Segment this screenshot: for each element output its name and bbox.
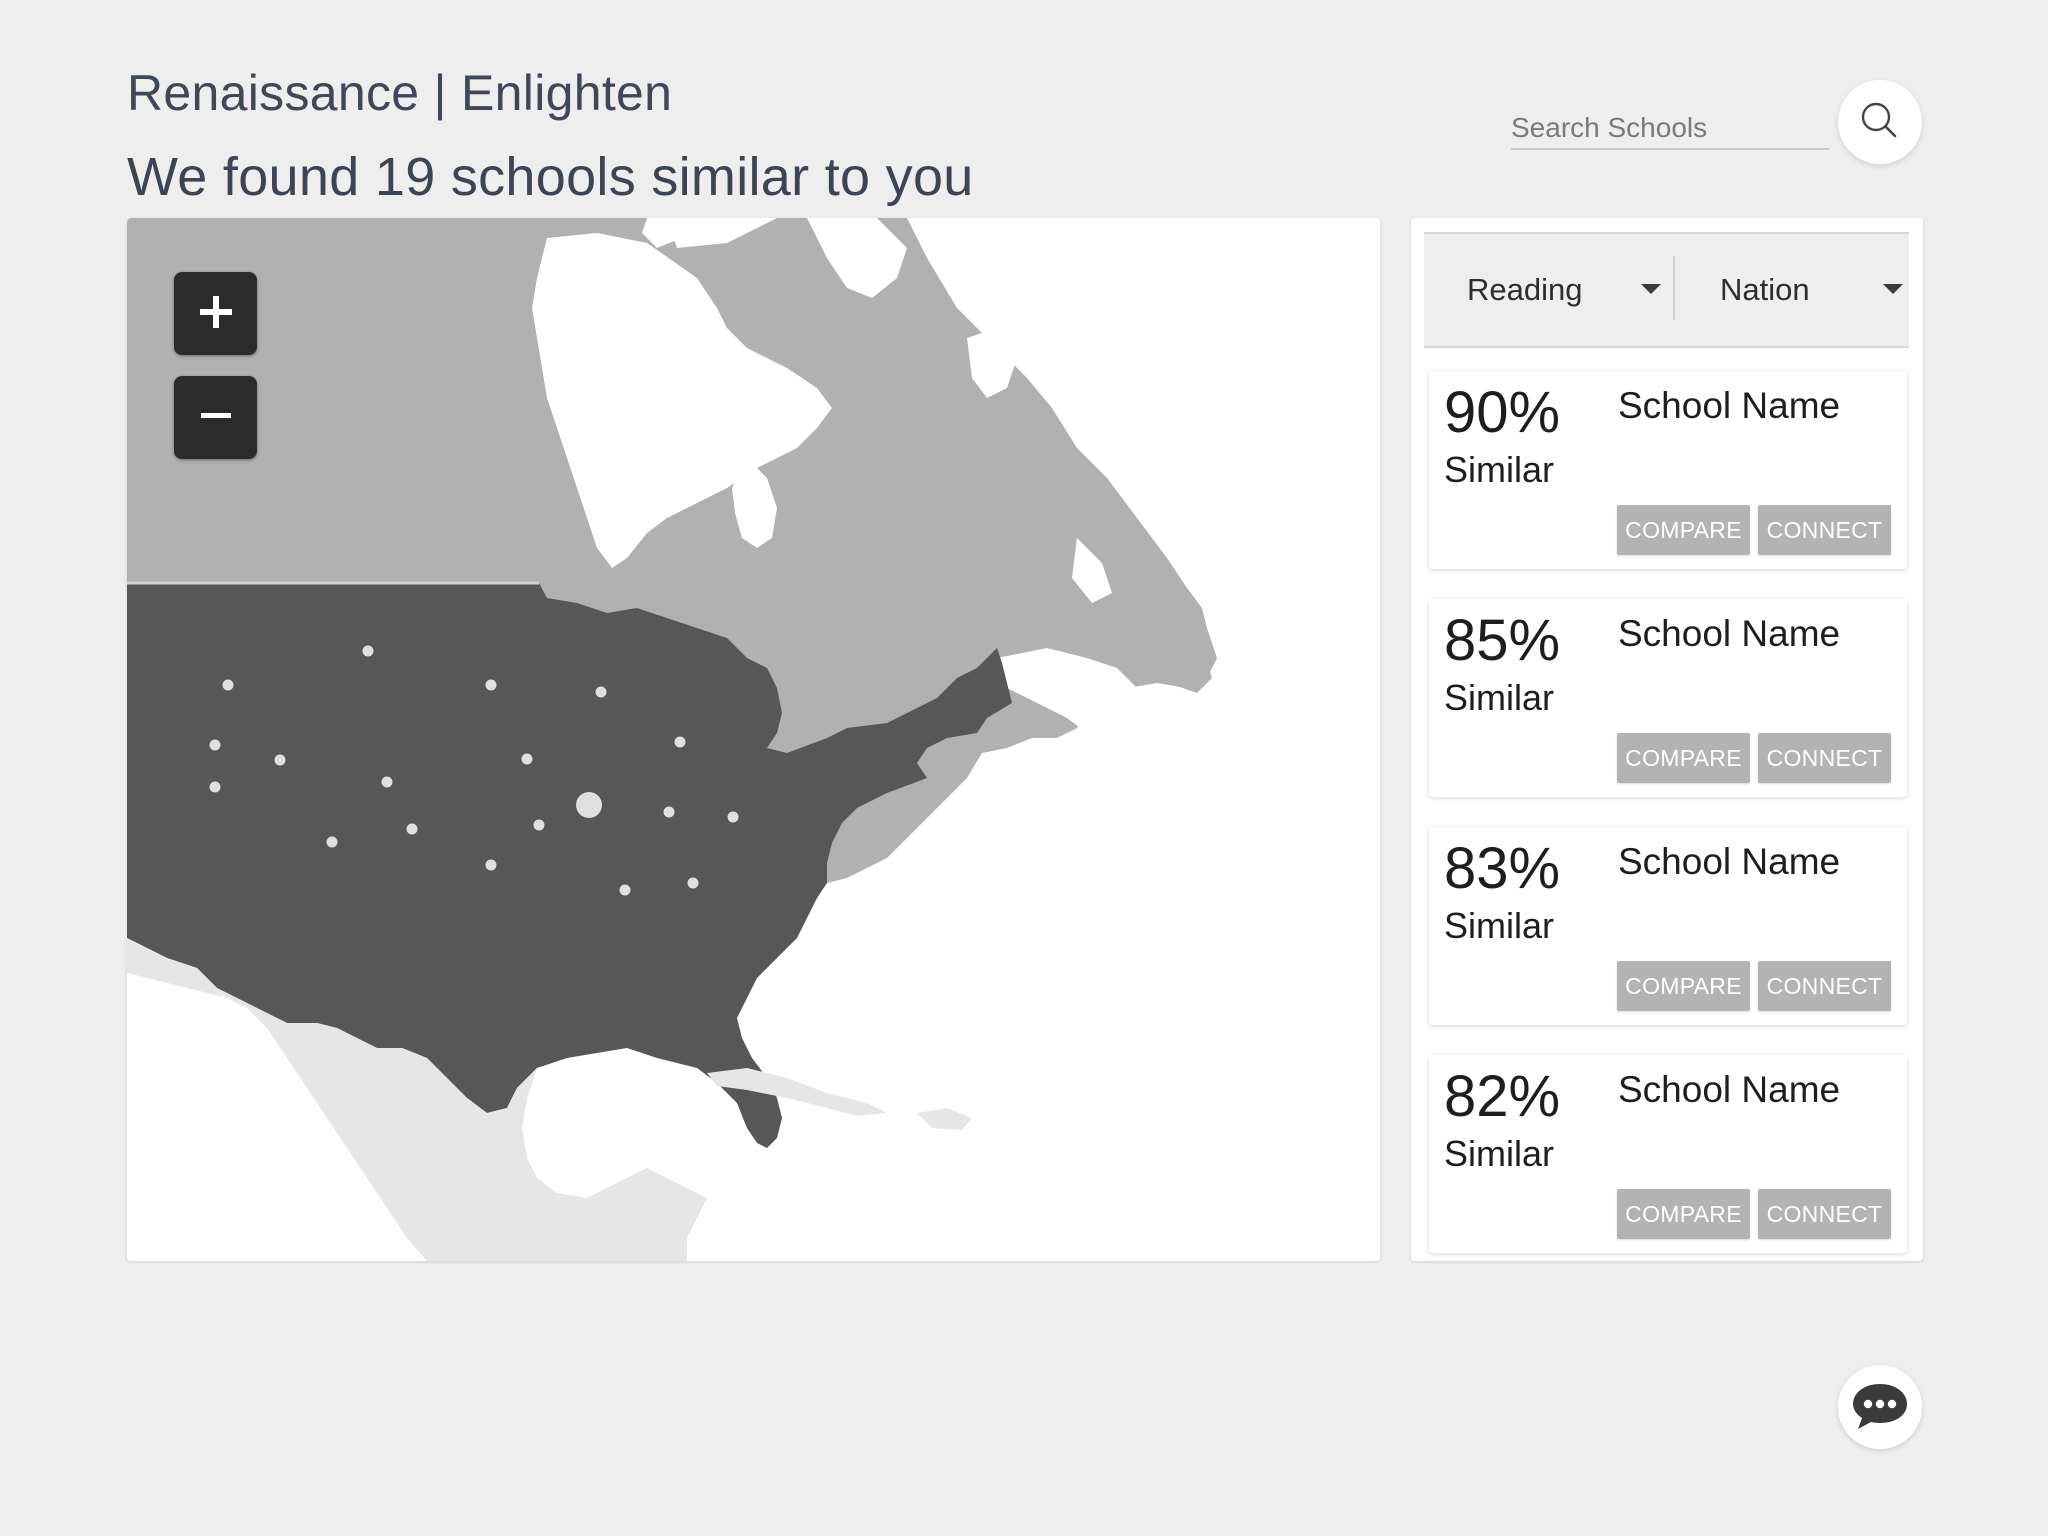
filter-divider xyxy=(1673,256,1675,320)
usa-region xyxy=(127,583,1012,1148)
zoom-out-button[interactable] xyxy=(174,376,257,459)
school-marker[interactable] xyxy=(619,884,631,896)
school-marker[interactable] xyxy=(274,754,286,766)
similarity-percent: 82% xyxy=(1444,1064,1561,1129)
search-bar xyxy=(1511,80,1831,150)
subject-dropdown[interactable]: Reading xyxy=(1467,234,1667,346)
compare-button[interactable]: COMPARE xyxy=(1617,505,1750,555)
school-marker[interactable] xyxy=(687,877,699,889)
connect-button[interactable]: CONNECT xyxy=(1758,961,1891,1011)
white-island-2 xyxy=(807,218,907,298)
school-marker[interactable] xyxy=(663,806,675,818)
similarity-percent: 90% xyxy=(1444,380,1561,445)
connect-button[interactable]: CONNECT xyxy=(1758,505,1891,555)
subject-dropdown-label: Reading xyxy=(1467,272,1583,307)
school-name: School Name xyxy=(1618,1069,1841,1110)
connect-button[interactable]: CONNECT xyxy=(1758,733,1891,783)
compare-button[interactable]: COMPARE xyxy=(1617,733,1750,783)
school-marker[interactable] xyxy=(485,679,497,691)
school-marker[interactable] xyxy=(674,736,686,748)
results-panel: Reading Nation 90% Similar School Name C… xyxy=(1411,218,1923,1261)
school-marker[interactable] xyxy=(533,819,545,831)
search-input[interactable] xyxy=(1511,108,1829,150)
white-island-1 xyxy=(642,218,687,248)
compare-button[interactable]: COMPARE xyxy=(1617,961,1750,1011)
school-marker[interactable] xyxy=(381,776,393,788)
school-marker[interactable] xyxy=(326,836,338,848)
white-island-3 xyxy=(967,328,1017,398)
school-marker[interactable] xyxy=(485,859,497,871)
minus-icon xyxy=(196,396,236,439)
north-america-map[interactable] xyxy=(127,218,1380,1261)
scope-dropdown-label: Nation xyxy=(1720,272,1810,307)
app-title: Renaissance | Enlighten xyxy=(127,65,673,121)
similarity-percent: 85% xyxy=(1444,608,1561,673)
school-name: School Name xyxy=(1618,613,1841,654)
school-marker[interactable] xyxy=(222,679,234,691)
filter-bar: Reading Nation xyxy=(1424,232,1909,348)
chevron-down-icon xyxy=(1883,284,1903,294)
school-markers[interactable] xyxy=(209,645,739,896)
result-card[interactable]: 82% Similar School Name COMPARE CONNECT xyxy=(1429,1055,1907,1253)
map-panel[interactable] xyxy=(127,218,1380,1261)
result-card[interactable]: 90% Similar School Name COMPARE CONNECT xyxy=(1429,371,1907,569)
page-subtitle: We found 19 schools similar to you xyxy=(127,147,974,207)
school-marker[interactable] xyxy=(595,686,607,698)
zoom-in-button[interactable] xyxy=(174,272,257,355)
hispaniola xyxy=(917,1108,972,1130)
school-marker[interactable] xyxy=(727,811,739,823)
similar-label: Similar xyxy=(1444,1133,1555,1174)
school-marker[interactable] xyxy=(209,739,221,751)
mexico-region xyxy=(127,938,707,1261)
result-card[interactable]: 85% Similar School Name COMPARE CONNECT xyxy=(1429,599,1907,797)
scope-dropdown[interactable]: Nation xyxy=(1720,234,1905,346)
search-button[interactable] xyxy=(1838,80,1922,164)
similar-label: Similar xyxy=(1444,449,1555,490)
compare-button[interactable]: COMPARE xyxy=(1617,1189,1750,1239)
chat-button[interactable] xyxy=(1838,1365,1922,1449)
school-name: School Name xyxy=(1618,385,1841,426)
school-marker[interactable] xyxy=(521,753,533,765)
newfoundland xyxy=(1137,598,1212,693)
school-marker[interactable] xyxy=(362,645,374,657)
school-marker[interactable] xyxy=(209,781,221,793)
similar-label: Similar xyxy=(1444,905,1555,946)
gulf-st-lawrence xyxy=(987,648,1380,778)
similarity-percent: 83% xyxy=(1444,836,1561,901)
hudson-bay xyxy=(532,233,832,568)
chat-bubble-icon xyxy=(1850,1380,1910,1435)
baja-gulf xyxy=(222,993,302,1133)
connect-button[interactable]: CONNECT xyxy=(1758,1189,1891,1239)
search-icon xyxy=(1860,101,1900,144)
similar-label: Similar xyxy=(1444,677,1555,718)
plus-icon xyxy=(196,292,236,335)
chevron-down-icon xyxy=(1641,284,1661,294)
white-island-4 xyxy=(1072,538,1112,603)
school-marker-highlight[interactable] xyxy=(576,792,602,818)
school-marker[interactable] xyxy=(406,823,418,835)
result-card[interactable]: 83% Similar School Name COMPARE CONNECT xyxy=(1429,827,1907,1025)
cuba xyxy=(707,1068,887,1116)
james-bay xyxy=(732,458,777,548)
school-name: School Name xyxy=(1618,841,1841,882)
